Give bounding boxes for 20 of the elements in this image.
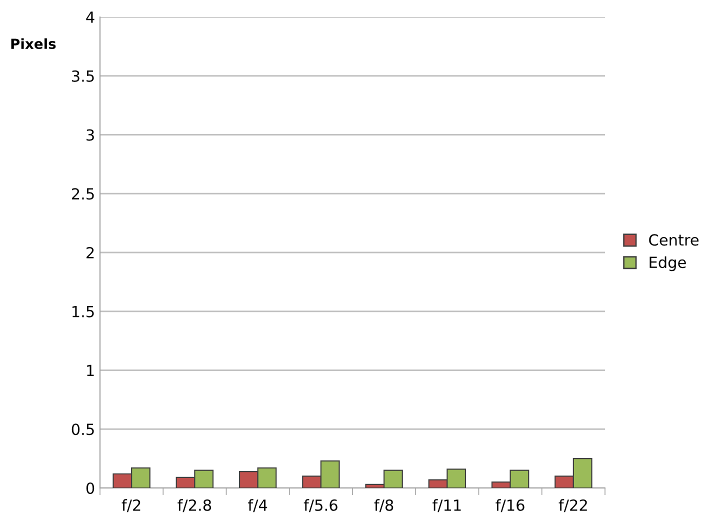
legend-label: Edge: [650, 256, 686, 272]
x-tick-label: f/4: [248, 499, 268, 512]
y-tick-label: 3: [86, 129, 94, 141]
y-tick-label: 4: [86, 12, 94, 23]
y-tick-label: 2.5: [72, 188, 94, 200]
x-tick-label: f/2: [122, 499, 140, 512]
y-tick-label: 1.5: [72, 306, 94, 318]
x-tick-label: f/16: [496, 499, 524, 512]
x-tick-label: f/5.6: [304, 499, 338, 512]
y-tick-label: 0: [86, 482, 94, 494]
x-tick-label: f/8: [374, 499, 394, 512]
legend-label: Centre: [649, 234, 699, 246]
x-tick-label: f/2.8: [178, 499, 212, 512]
y-tick-label: 3.5: [72, 70, 94, 82]
x-tick-label: f/22: [558, 499, 587, 512]
y-tick-label: 2: [86, 246, 94, 258]
x-tick-label: f/11: [432, 499, 461, 512]
y-axis-title: Pixels: [11, 38, 56, 50]
y-tick-label: 1: [87, 364, 94, 376]
y-tick-label: 0.5: [72, 424, 94, 436]
